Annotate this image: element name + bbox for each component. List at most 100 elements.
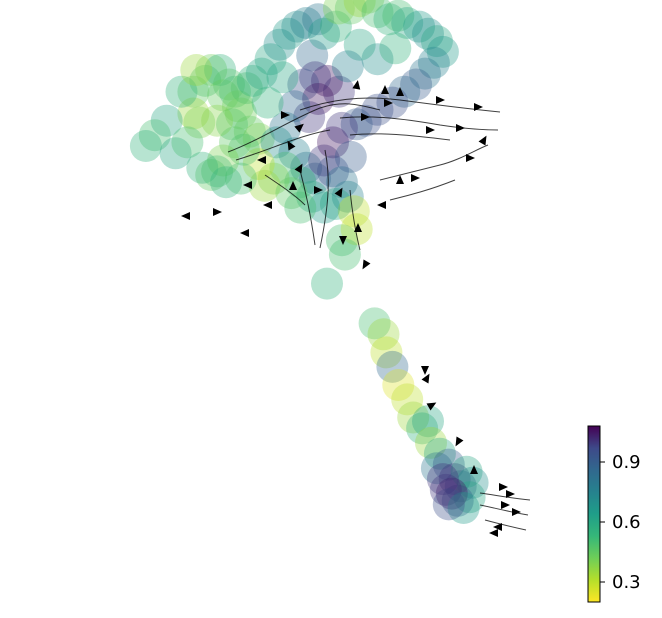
velocity-arrowhead <box>512 508 521 516</box>
scatter-point <box>308 144 341 177</box>
streamline <box>227 103 381 153</box>
velocity-arrowhead <box>478 135 487 146</box>
scatter-point <box>308 191 341 224</box>
scatter-point <box>322 0 355 25</box>
scatter-point <box>183 106 216 139</box>
scatter-point <box>391 7 424 39</box>
scatter-point <box>236 64 269 97</box>
scatter-point <box>391 383 424 416</box>
scatter-point <box>290 151 323 184</box>
scatter-point <box>331 180 364 213</box>
scatter-point <box>201 104 234 137</box>
scatter-point <box>230 72 263 105</box>
scatter-point <box>171 126 204 159</box>
streamline <box>349 133 451 141</box>
velocity-arrowhead <box>240 229 249 237</box>
streamline <box>484 519 527 531</box>
scatter-point <box>400 68 433 101</box>
velocity-arrows <box>181 80 521 537</box>
velocity-arrowhead <box>499 483 508 491</box>
colorbar-tick-label: 0.6 <box>612 512 641 533</box>
scatter-point <box>456 466 489 499</box>
scatter-point <box>224 162 257 195</box>
velocity-arrowhead <box>377 201 386 209</box>
scatter-point <box>251 86 284 119</box>
streamline <box>264 174 306 206</box>
streamline <box>479 492 531 501</box>
colorbar-gradient <box>587 425 601 603</box>
scatter-point <box>201 155 234 188</box>
scatter-point <box>242 122 275 155</box>
colorbar-tick-label: 0.3 <box>612 572 641 593</box>
scatter-point <box>343 0 376 18</box>
scatter-point <box>287 68 320 101</box>
velocity-arrowhead <box>381 85 389 94</box>
scatter-point <box>281 10 314 43</box>
scatter-point <box>278 137 311 170</box>
velocity-arrowhead <box>354 223 362 232</box>
velocity-arrowhead <box>493 523 502 531</box>
scatter-point <box>299 61 332 94</box>
streamline <box>389 179 456 201</box>
scatter-point <box>311 267 343 300</box>
scatter-point <box>352 0 385 14</box>
scatter-point <box>331 50 364 83</box>
velocity-arrowhead <box>334 187 343 198</box>
scatter-point <box>302 3 335 36</box>
scatter-point <box>177 97 210 130</box>
scatter-point <box>412 405 444 438</box>
scatter-point <box>317 155 349 188</box>
scatter-point <box>412 17 444 50</box>
scatter-point <box>284 191 317 224</box>
velocity-arrowhead <box>421 366 429 375</box>
velocity-arrowhead <box>294 163 303 174</box>
scatter-point <box>441 484 474 517</box>
streamline <box>379 144 489 181</box>
scatter-point <box>290 7 323 39</box>
velocity-arrowhead <box>411 174 420 182</box>
scatter-point <box>248 169 281 202</box>
scatter-point <box>343 28 376 61</box>
velocity-arrowhead <box>384 99 393 107</box>
velocity-arrowhead <box>474 103 483 111</box>
streamline <box>299 169 316 246</box>
scatter-point <box>444 470 477 503</box>
scatter-point <box>216 108 248 141</box>
streamline <box>349 189 361 251</box>
scatter-point <box>450 455 483 488</box>
scatter-point <box>272 17 305 50</box>
scatter-point <box>432 488 465 521</box>
scatter-point <box>150 104 183 137</box>
scatter-point <box>284 166 317 199</box>
scatter-point <box>245 57 278 90</box>
scatter-point <box>415 426 447 459</box>
velocity-arrowhead <box>263 201 272 209</box>
velocity-arrowhead <box>181 212 190 220</box>
scatter-points <box>129 0 489 524</box>
velocity-arrowhead <box>426 126 435 134</box>
scatter-point <box>379 32 412 65</box>
scatter-point <box>438 463 471 496</box>
scatter-point <box>221 90 254 123</box>
scatter-point <box>373 3 406 36</box>
scatter-point <box>180 54 213 86</box>
scatter-point <box>432 448 465 481</box>
scatter-point <box>409 57 441 90</box>
scatter-point <box>195 54 228 86</box>
scatter-point <box>195 159 228 191</box>
streamline <box>479 504 529 516</box>
scatter-point <box>189 64 222 97</box>
scatter-point <box>382 369 415 401</box>
scatter-point <box>204 54 237 86</box>
scatter-point <box>328 238 361 271</box>
scatter-point <box>334 0 367 25</box>
scatter-point <box>263 28 296 61</box>
scatter-point <box>376 350 409 383</box>
velocity-arrowhead <box>314 186 323 194</box>
velocity-arrowhead <box>361 113 370 121</box>
scatter-point <box>447 492 480 524</box>
scatter-point <box>337 195 370 228</box>
scatter-point <box>269 151 302 184</box>
